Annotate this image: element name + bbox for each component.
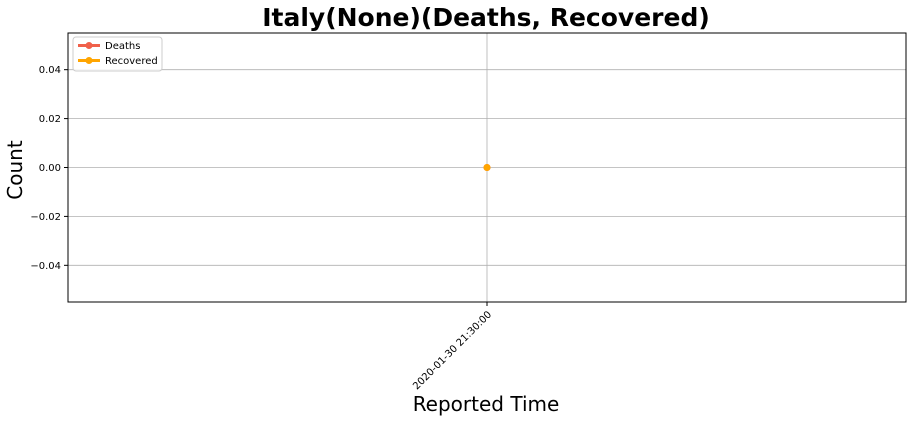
legend-label: Recovered [105,56,158,67]
y-tick-label: −0.02 [30,212,61,223]
x-axis-ticks: 2020-01-30 21:30:00 [411,302,494,392]
y-tick-label: 0.00 [39,163,61,174]
x-tick-label: 2020-01-30 21:30:00 [411,309,494,392]
x-axis-label: Reported Time [413,392,560,416]
legend: Deaths Recovered [72,36,163,72]
y-tick-label: 0.04 [39,65,61,76]
y-tick-label: 0.02 [39,114,61,125]
plot-area-frame [67,32,907,303]
y-axis-ticks: −0.04 −0.02 0.00 0.02 0.04 [30,65,68,272]
data-point-recovered [483,164,491,171]
legend-swatch-marker [85,57,93,64]
series-lines [483,164,491,171]
legend-swatch-marker [85,42,93,49]
legend-label: Deaths [105,41,140,52]
y-axis-label: Count [3,140,27,200]
y-tick-label: −0.04 [30,261,61,272]
chart-title: Italy(None)(Deaths, Recovered) [262,3,710,32]
